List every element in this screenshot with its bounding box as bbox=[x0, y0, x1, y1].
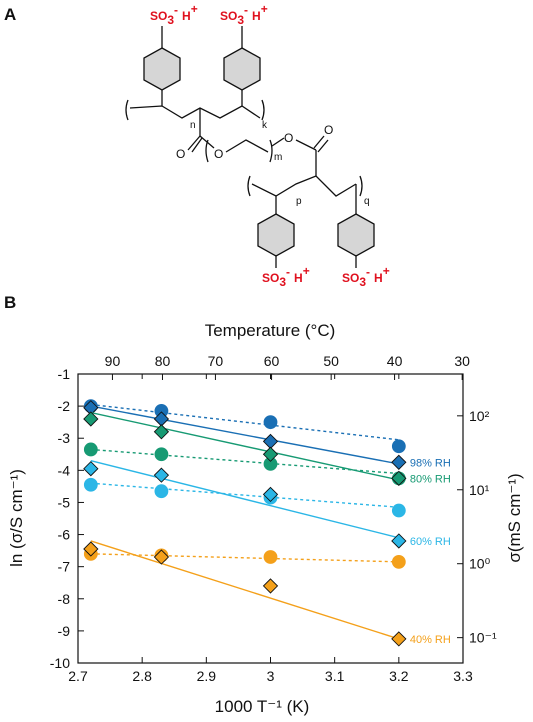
svg-text:SO3-H+: SO3- H+ bbox=[220, 2, 268, 27]
fit-line-solid bbox=[90, 460, 400, 539]
data-point-diamond bbox=[262, 486, 279, 503]
benzene-ring-3 bbox=[257, 213, 295, 257]
data-point-diamond bbox=[83, 541, 99, 557]
sulfonic-acid-group-2: SO3- H+ bbox=[220, 2, 268, 27]
data-point-diamond bbox=[391, 454, 407, 470]
y-tick-label: -6 bbox=[58, 527, 71, 543]
data-point-circle bbox=[83, 477, 98, 492]
top-tick-label: 30 bbox=[454, 353, 470, 369]
sulfonic-acid-group-4: SO3- H+ bbox=[342, 264, 390, 289]
right-axis-title: σ(mS cm⁻¹) bbox=[505, 473, 524, 562]
data-point-diamond bbox=[83, 411, 99, 427]
benzene-ring-1 bbox=[143, 47, 181, 91]
series-label: 60% RH bbox=[410, 536, 451, 548]
data-point-circle bbox=[154, 484, 169, 499]
x-tick-label: 2.8 bbox=[132, 668, 152, 684]
x-tick-label: 3.1 bbox=[325, 668, 345, 684]
fit-line-dashed bbox=[90, 482, 399, 508]
subscript-q: q bbox=[364, 196, 370, 207]
subscript-p: p bbox=[296, 196, 302, 207]
y-tick-label: -8 bbox=[58, 591, 71, 607]
right-tick-label: 10⁻¹ bbox=[469, 630, 497, 646]
data-point-diamond bbox=[391, 470, 407, 486]
sulfonic-acid-group-3: SO3- H+ bbox=[262, 264, 310, 289]
data-point-diamond bbox=[153, 424, 170, 440]
y-tick-label: -3 bbox=[58, 430, 71, 446]
atom-o-ester-1: O bbox=[214, 147, 223, 161]
data-point-circle bbox=[391, 554, 406, 569]
y-tick-label: -2 bbox=[58, 398, 71, 414]
subscript-k: k bbox=[262, 120, 268, 131]
data-point-circle bbox=[391, 439, 406, 454]
panel-a-label: A bbox=[4, 5, 16, 24]
fit-line-dashed bbox=[90, 403, 399, 441]
x-tick-label: 2.7 bbox=[68, 668, 88, 684]
atom-o-ester-2: O bbox=[284, 131, 293, 145]
data-point-circle bbox=[391, 503, 406, 518]
data-point-diamond bbox=[262, 433, 279, 450]
top-tick-label: 40 bbox=[387, 353, 403, 369]
top-tick-label: 60 bbox=[264, 353, 280, 369]
top-tick-label: 90 bbox=[105, 353, 121, 369]
sulfonic-acid-group-1: SO3- H+ bbox=[150, 2, 198, 27]
atom-o-carbonyl-1: O bbox=[176, 147, 185, 161]
subscript-n: n bbox=[190, 120, 196, 131]
data-point-diamond bbox=[83, 461, 99, 477]
x-tick-label: 2.9 bbox=[197, 668, 217, 684]
data-point-circle bbox=[263, 550, 278, 564]
y-tick-label: -1 bbox=[58, 366, 71, 382]
y-tick-label: -7 bbox=[58, 559, 71, 575]
fit-line-solid bbox=[90, 540, 400, 640]
right-tick-label: 10² bbox=[469, 408, 490, 424]
y-tick-label: -4 bbox=[58, 462, 71, 478]
top-tick-label: 70 bbox=[208, 353, 224, 369]
right-tick-label: 10¹ bbox=[469, 482, 490, 498]
right-tick-label: 10⁰ bbox=[469, 556, 491, 572]
x-tick-label: 3 bbox=[267, 668, 275, 684]
subscript-m: m bbox=[274, 152, 282, 163]
x-tick-label: 3.3 bbox=[453, 668, 473, 684]
polymer-structure: SO3- H+ SO3- H+ n k O O m O O bbox=[125, 2, 390, 289]
top-tick-label: 50 bbox=[323, 353, 339, 369]
data-point-diamond bbox=[391, 533, 407, 549]
plot-area: 2.7 2.8 2.9 3 3.1 3.2 3.3 -1 -2 -3 -4 -5 -6 -7 -8 -9 -10… bbox=[50, 353, 497, 684]
atom-o-carbonyl-2: O bbox=[324, 123, 333, 137]
fit-line-solid bbox=[90, 411, 399, 481]
series-label: 40% RH bbox=[410, 634, 451, 646]
data-point-diamond bbox=[262, 446, 279, 462]
data-point-circle bbox=[83, 442, 98, 457]
series-label: 80% RH bbox=[410, 473, 451, 485]
y-tick-label: -10 bbox=[50, 655, 70, 671]
data-point-diamond bbox=[153, 549, 170, 565]
x-axis-title: 1000 T⁻¹ (K) bbox=[215, 697, 310, 716]
data-point-diamond bbox=[391, 631, 407, 647]
svg-text:SO3-H+: SO3- H+ bbox=[342, 264, 390, 289]
svg-text:SO3-H+: SO3- H+ bbox=[262, 264, 310, 289]
svg-text:SO3-H+: SO3- H+ bbox=[150, 2, 198, 27]
y-axis-title: ln (σ/S cm⁻¹) bbox=[7, 469, 26, 567]
data-point-diamond bbox=[262, 578, 279, 594]
series-label: 98% RH bbox=[410, 457, 451, 469]
data-point-circle bbox=[263, 415, 278, 430]
data-point-diamond bbox=[153, 467, 170, 483]
benzene-ring-4 bbox=[337, 213, 375, 257]
y-tick-label: -9 bbox=[58, 623, 71, 639]
x-tick-label: 3.2 bbox=[389, 668, 409, 684]
top-axis-title: Temperature (°C) bbox=[205, 321, 336, 340]
panel-b-label: B bbox=[4, 293, 16, 312]
data-point-circle bbox=[154, 447, 169, 462]
benzene-ring-2 bbox=[223, 47, 261, 91]
top-tick-label: 80 bbox=[155, 353, 171, 369]
y-tick-label: -5 bbox=[58, 494, 71, 510]
fit-line-solid bbox=[90, 405, 399, 465]
